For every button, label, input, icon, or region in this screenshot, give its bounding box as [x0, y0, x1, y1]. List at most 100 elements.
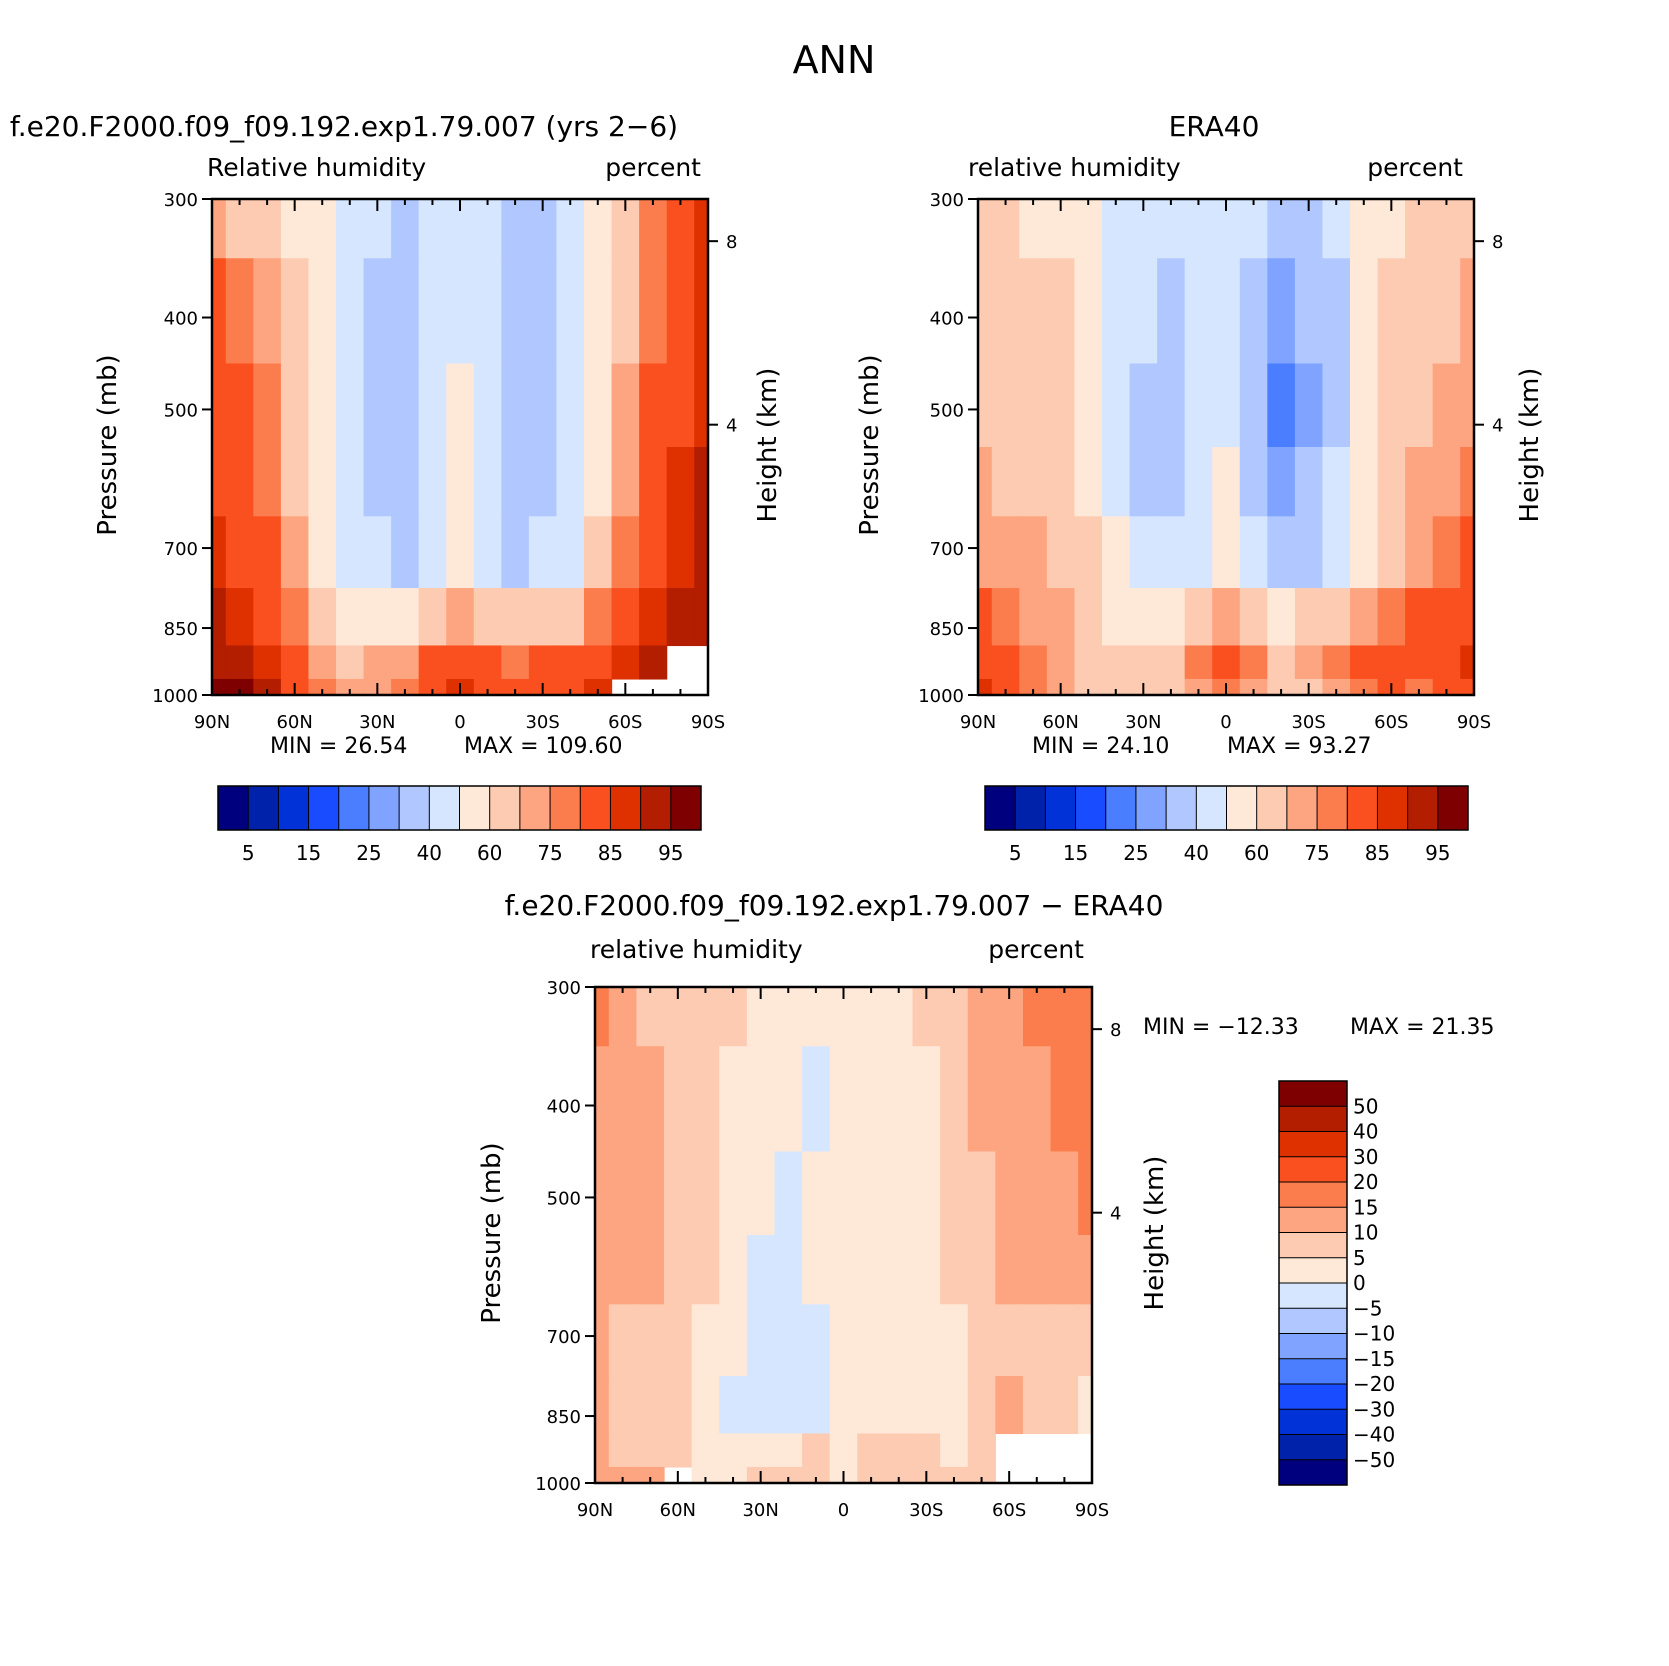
colorbar-label: 15 [1063, 841, 1088, 865]
heatmap-cell [584, 678, 613, 696]
x-tick-label: 0 [1220, 712, 1231, 733]
heatmap-cell [746, 1433, 776, 1468]
heatmap-cell [1184, 363, 1213, 448]
colorbar-label: 0 [1353, 1271, 1366, 1295]
heatmap-cell [225, 258, 254, 365]
heatmap-cell [225, 645, 254, 680]
colorbar-swatch [1377, 786, 1408, 830]
heatmap-cell [1074, 363, 1103, 448]
heatmap-cell [774, 987, 803, 1047]
heatmap-cell [1212, 645, 1241, 680]
x-axis: 90N 60N 30N 0 30S 60S 90S [960, 199, 1491, 733]
heatmap-cell [1019, 258, 1048, 365]
heatmap-cell [1157, 516, 1186, 589]
x-tick-label: 30N [1125, 712, 1161, 733]
heatmap-cell [636, 987, 665, 1047]
colorbar-swatch [1279, 1459, 1347, 1486]
colorbar-swatch [459, 786, 490, 830]
heatmap-cell [225, 678, 254, 696]
colorbar-swatch [1196, 786, 1227, 830]
heatmap-cell [611, 258, 640, 365]
heatmap-cell [1157, 588, 1186, 647]
colorbar-swatch [985, 786, 1016, 830]
heatmap-cell [556, 447, 585, 517]
x-axis: 90N 60N 30N 0 30S 60S 90S [194, 199, 725, 733]
heatmap-cell [857, 1235, 886, 1305]
heatmap-cell [940, 1466, 969, 1484]
heatmap-cell [912, 1046, 941, 1153]
heatmap-cell [978, 516, 993, 589]
colorbar-label: 30 [1353, 1145, 1378, 1169]
heatmap-cell [774, 1151, 803, 1236]
heatmap-cell [857, 1304, 886, 1377]
heatmap-cell [1022, 987, 1052, 1047]
y-tick-label: 500 [164, 400, 198, 421]
heatmap-cell [608, 1046, 638, 1153]
y-axis-title: Pressure (mb) [855, 354, 885, 535]
heatmap-cell [391, 516, 420, 589]
heatmap-cell [336, 363, 365, 448]
heatmap-cell [595, 1151, 610, 1236]
main-title: ANN [793, 38, 876, 82]
heatmap-cell [978, 645, 993, 680]
x-tick-label: 30S [525, 712, 559, 733]
colorbar-label: −40 [1353, 1423, 1395, 1447]
heatmap-cell [978, 447, 993, 517]
heatmap-cell [691, 1433, 720, 1468]
heatmap-cell [884, 1151, 914, 1236]
height-axis: 84 [1092, 1020, 1121, 1225]
heatmap-cell [1078, 1376, 1093, 1435]
heatmap-cell [1432, 258, 1461, 365]
x-tick-label: 0 [838, 1500, 849, 1521]
heatmap-cell [1078, 1304, 1093, 1377]
heatmap-cell [1460, 678, 1475, 696]
heatmap-cell [1405, 363, 1434, 448]
heatmap-cell [280, 645, 310, 680]
heatmap-cell [418, 199, 447, 259]
heatmap-cell [1267, 447, 1296, 517]
heatmap-cell [978, 363, 993, 448]
colorbar-swatch [1279, 1409, 1347, 1435]
heatmap-cell [1239, 645, 1268, 680]
heatmap-cell [1019, 516, 1048, 589]
heatmap-cell [391, 447, 420, 517]
heatmap-cell [1022, 1046, 1052, 1153]
heatmap-cell [995, 1304, 1024, 1377]
heatmap-cell [1322, 645, 1351, 680]
heatmap-cell [636, 1304, 665, 1377]
y-tick-label: 700 [164, 539, 198, 560]
heatmap-cell [446, 516, 475, 589]
heatmap-cell [719, 1376, 748, 1435]
heatmap-cell [391, 258, 420, 365]
panel-model: f.e20.F2000.f09_f09.192.exp1.79.007 (yrs… [10, 110, 783, 865]
heatmap-cell [1212, 363, 1241, 448]
heatmap-cell [253, 516, 282, 589]
colorbar-swatch [1279, 1182, 1347, 1208]
colorbar-swatch [248, 786, 279, 830]
heatmap-cell [446, 645, 475, 680]
heatmap-cell [991, 363, 1020, 448]
units-label: percent [988, 935, 1084, 964]
y-tick-label: 850 [930, 619, 964, 640]
x-tick-label: 90N [960, 712, 996, 733]
heatmap-cell [336, 516, 365, 589]
heatmap-cell [912, 1376, 941, 1435]
heatmap-cell [1184, 516, 1213, 589]
plot-area [210, 197, 710, 697]
colorbar-label: 10 [1353, 1221, 1378, 1245]
heatmap-cell [280, 258, 310, 365]
heatmap-cell [595, 1235, 610, 1305]
heatmap-cell [1322, 363, 1351, 448]
heatmap-cell [473, 588, 502, 647]
heatmap-cell [1377, 516, 1406, 589]
heatmap-cell [1405, 645, 1434, 680]
colorbar-swatch [399, 786, 430, 830]
heatmap-cell [336, 447, 365, 517]
heatmap-cell [940, 1046, 969, 1153]
heatmap-cell [940, 1433, 969, 1468]
x-tick-label: 30S [1291, 712, 1325, 733]
colorbar-swatch [1279, 1308, 1347, 1334]
colorbar-swatch [1105, 786, 1137, 830]
heatmap-cell [1267, 363, 1296, 448]
heatmap-cell [1212, 588, 1241, 647]
